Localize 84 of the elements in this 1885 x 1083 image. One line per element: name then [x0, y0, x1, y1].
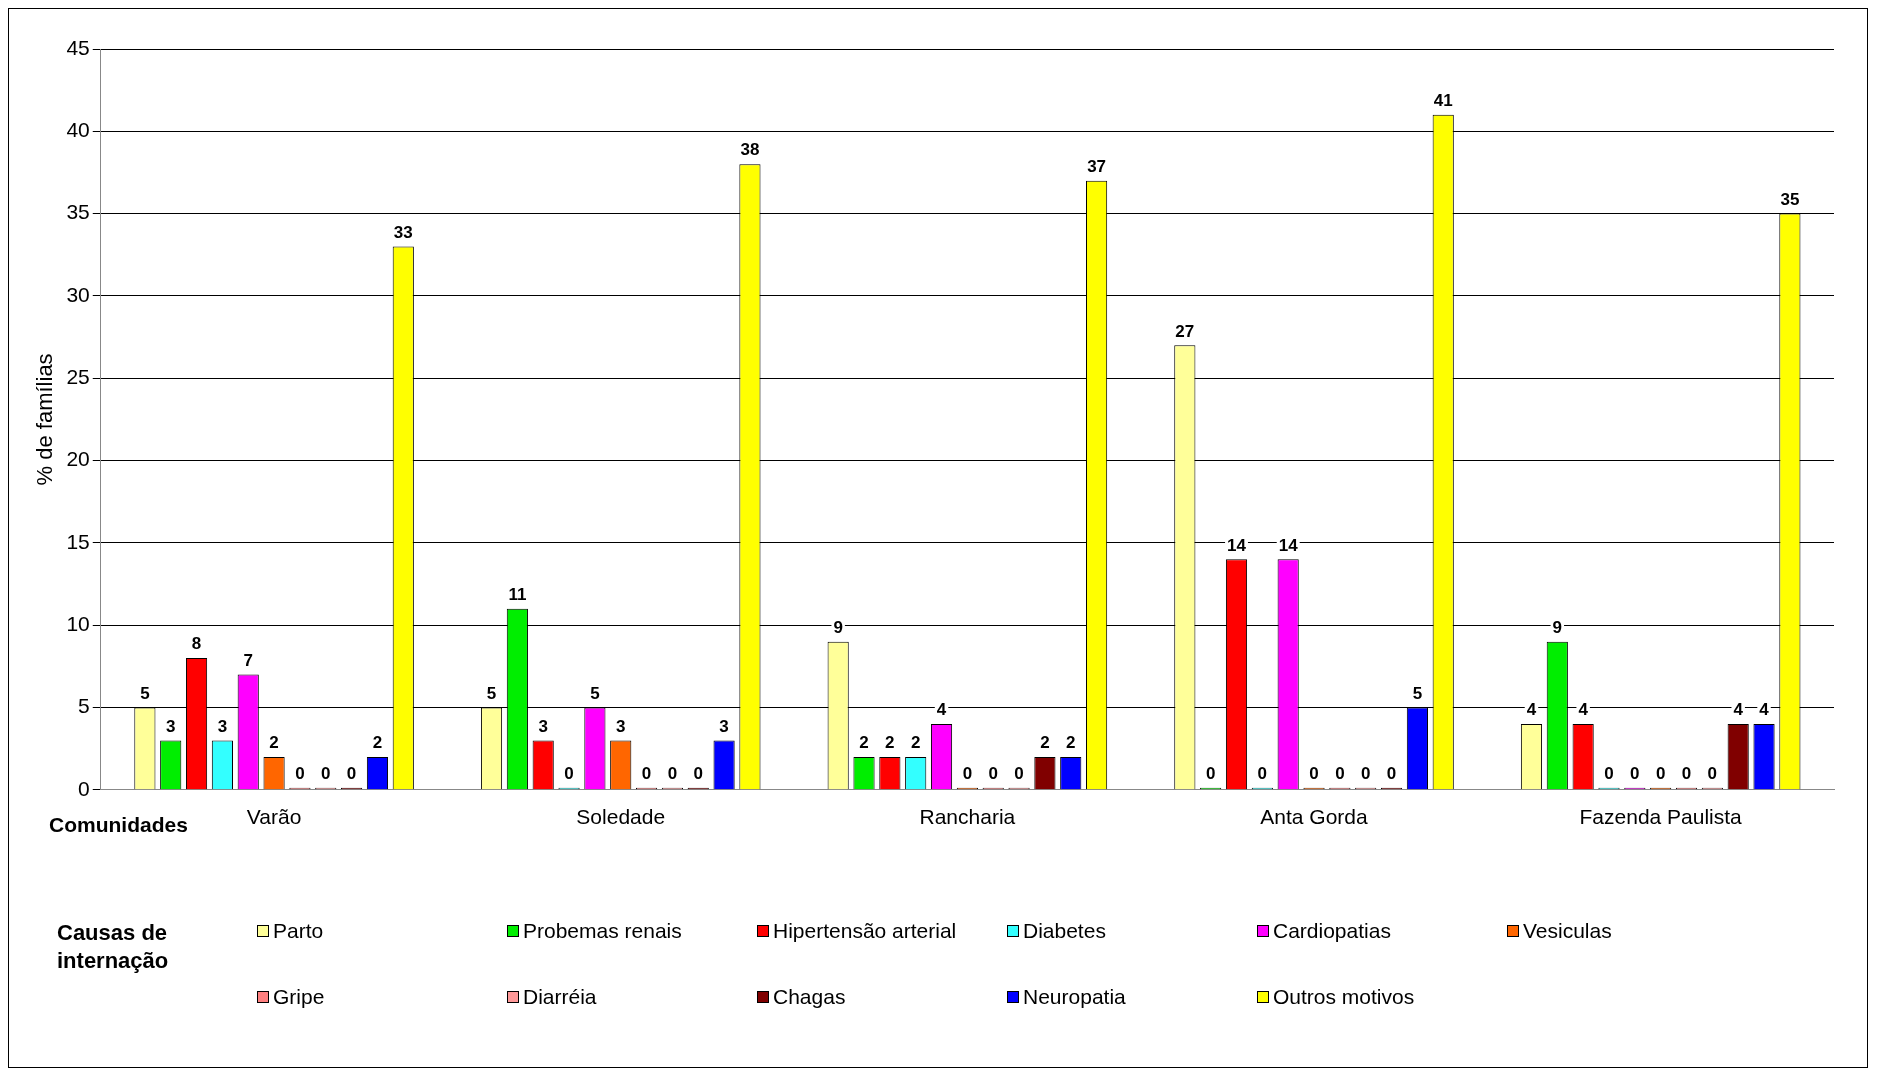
data-label: 2	[372, 733, 383, 753]
data-label: 4	[1578, 700, 1589, 720]
legend-label: Gripe	[273, 985, 325, 1009]
data-label: 3	[217, 716, 228, 736]
legend-label: Outros motivos	[1273, 985, 1415, 1009]
data-label: 5	[590, 683, 600, 703]
y-tick-label: 0	[78, 776, 90, 800]
data-label: 2	[859, 733, 869, 753]
data-label: 0	[564, 763, 574, 783]
y-tick-label: 25	[66, 365, 90, 389]
legend-label: Chagas	[773, 985, 846, 1009]
data-label: 2	[885, 733, 895, 753]
y-axis-title: % de famílias	[32, 353, 58, 486]
data-label: 38	[740, 140, 760, 160]
data-label: 4	[1526, 700, 1537, 720]
x-tick-label: Rancharia	[919, 805, 1016, 829]
data-label: 0	[1309, 763, 1319, 783]
data-label: 0	[1360, 763, 1371, 783]
data-label: 0	[321, 763, 331, 783]
legend-label: Diabetes	[1023, 919, 1106, 943]
y-tick-label: 5	[78, 694, 90, 718]
x-tick-label: Soledade	[576, 805, 666, 829]
data-label: 0	[1655, 763, 1666, 783]
data-label: 4	[936, 700, 947, 720]
data-label: 11	[508, 584, 527, 604]
data-label: 0	[641, 763, 652, 783]
data-label: 0	[1335, 763, 1345, 783]
legend-label: Diarréia	[523, 985, 597, 1009]
legend-label: Neuropatia	[1023, 985, 1126, 1009]
data-label: 14	[1227, 535, 1247, 555]
data-label: 0	[346, 763, 357, 783]
data-label: 0	[1681, 763, 1692, 783]
data-label: 3	[538, 716, 548, 736]
legend-label: Cardiopatias	[1273, 919, 1391, 943]
x-axis-title: Comunidades	[49, 812, 188, 836]
data-label: 0	[962, 763, 973, 783]
data-label: 35	[1780, 189, 1800, 209]
data-label: 0	[1707, 763, 1718, 783]
data-label: 3	[719, 716, 729, 736]
data-label: 0	[988, 763, 998, 783]
data-label: 0	[1014, 763, 1024, 783]
data-label: 5	[140, 683, 150, 703]
legend-label: Probemas renais	[523, 919, 682, 943]
y-tick-label: 30	[66, 282, 90, 306]
data-label: 2	[1066, 733, 1076, 753]
data-label: 4	[1733, 700, 1744, 720]
data-label: 0	[1205, 763, 1216, 783]
data-label: 0	[693, 763, 703, 783]
data-label: 5	[486, 683, 497, 703]
data-label: 0	[1257, 763, 1268, 783]
data-label: 0	[1386, 763, 1397, 783]
data-label: 2	[910, 733, 921, 753]
data-label: 0	[1630, 763, 1640, 783]
data-label: 0	[667, 763, 678, 783]
data-label: 33	[393, 222, 413, 242]
y-tick-label: 35	[66, 200, 90, 224]
legend-label: Vesiculas	[1523, 919, 1612, 943]
x-tick-label: Fazenda Paulista	[1579, 805, 1743, 829]
x-tick-label: Varão	[246, 805, 302, 829]
y-tick-label: 45	[66, 35, 90, 59]
y-tick-label: 15	[66, 529, 90, 553]
data-label: 9	[1552, 617, 1563, 637]
data-label: 0	[1604, 763, 1614, 783]
data-label: 0	[295, 763, 305, 783]
legend-title: Causas de internação	[57, 919, 170, 975]
data-label: 27	[1175, 321, 1195, 341]
data-label: 2	[269, 733, 279, 753]
data-label: 3	[616, 716, 626, 736]
data-label: 5	[1412, 683, 1423, 703]
legend-label: Hipertensão arterial	[773, 919, 957, 943]
data-label: 9	[833, 617, 843, 637]
data-label: 7	[243, 650, 253, 670]
data-label: 8	[191, 634, 202, 654]
x-tick-label: Anta Gorda	[1260, 805, 1369, 829]
y-tick-label: 40	[66, 118, 90, 142]
y-tick-label: 20	[66, 447, 90, 471]
data-label: 37	[1087, 156, 1107, 176]
data-label: 2	[1040, 733, 1050, 753]
data-label: 3	[165, 716, 176, 736]
legend-label: Parto	[273, 919, 324, 943]
data-label: 4	[1759, 700, 1770, 720]
data-label: 14	[1278, 535, 1299, 555]
y-tick-label: 10	[66, 611, 90, 635]
data-label: 41	[1433, 91, 1453, 111]
